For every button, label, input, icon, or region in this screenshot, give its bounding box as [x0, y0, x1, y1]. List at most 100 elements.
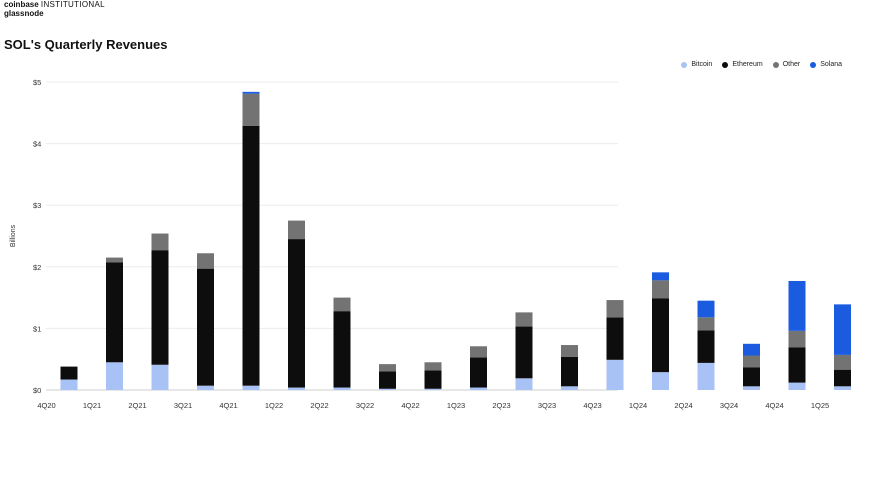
bar-bitcoin-4Q20: [60, 379, 78, 390]
bar-ethereum-2Q21: [151, 250, 169, 365]
legend-label-bitcoin: Bitcoin: [691, 61, 713, 68]
x-tick-label: 4Q20: [37, 401, 55, 410]
bar-other-1Q25: [834, 354, 851, 370]
bar-other-1Q21: [106, 257, 123, 263]
legend-item-bitcoin: Bitcoin: [681, 61, 712, 68]
bar-bitcoin-4Q24: [788, 382, 806, 390]
bar-other-4Q21: [242, 93, 260, 126]
bar-groups: [60, 91, 851, 390]
bar-other-1Q24: [652, 280, 669, 299]
x-tick-label: 1Q22: [265, 401, 283, 410]
bar-ethereum-3Q21: [197, 268, 214, 386]
bar-bitcoin-4Q22: [424, 388, 442, 390]
bar-stack-2Q23: [515, 312, 533, 390]
bar-solana-3Q24: [743, 343, 760, 356]
x-tick-label: 1Q21: [83, 401, 101, 410]
bar-stack-3Q23: [561, 345, 578, 390]
bar-ethereum-1Q23: [470, 357, 487, 388]
bar-bitcoin-2Q22: [333, 387, 351, 390]
y-axis-ticks: $0 $1 $2 $3 $4 $5: [33, 78, 41, 395]
bar-stack-3Q21: [197, 253, 214, 390]
x-tick-label: 4Q21: [219, 401, 237, 410]
y-tick-label: $0: [33, 386, 41, 395]
legend-label-other: Other: [782, 61, 801, 68]
bar-other-1Q22: [288, 220, 305, 240]
bar-other-4Q22: [424, 362, 442, 371]
bar-bitcoin-2Q24: [697, 362, 715, 390]
bar-stack-2Q24: [697, 300, 715, 390]
bar-ethereum-2Q22: [333, 311, 351, 388]
bar-bitcoin-4Q23: [606, 359, 624, 390]
bar-solana-4Q21: [242, 91, 260, 94]
bar-stack-4Q24: [788, 280, 806, 390]
bar-solana-4Q24: [788, 280, 806, 331]
legend-swatch-bitcoin: [681, 61, 688, 68]
x-tick-label: 2Q24: [674, 401, 692, 410]
legend-label-ethereum: Ethereum: [732, 61, 763, 68]
bar-stack-4Q23: [606, 300, 624, 390]
bar-stack-1Q23: [470, 346, 487, 390]
x-tick-label: 4Q22: [401, 401, 419, 410]
x-tick-label: 3Q22: [356, 401, 374, 410]
bar-ethereum-3Q22: [379, 371, 396, 389]
bar-other-2Q23: [515, 312, 533, 327]
bar-ethereum-4Q24: [788, 347, 806, 383]
bar-other-3Q23: [561, 345, 578, 357]
bar-stack-4Q22: [424, 362, 442, 390]
brand-coinbase: coinbase: [4, 0, 39, 9]
bar-stack-2Q22: [333, 297, 351, 390]
bar-bitcoin-4Q21: [242, 385, 260, 390]
bar-stack-3Q22: [379, 364, 396, 390]
bar-ethereum-1Q25: [834, 369, 851, 387]
legend-label-solana: Solana: [820, 61, 842, 68]
bar-stack-1Q22: [288, 220, 305, 390]
brand-institutional: INSTITUTIONAL: [40, 0, 105, 9]
bar-ethereum-3Q23: [561, 356, 578, 387]
bar-stack-4Q20: [60, 366, 78, 390]
x-tick-label: 2Q22: [310, 401, 328, 410]
chart-legend: Bitcoin Ethereum Other Solana: [681, 61, 842, 68]
bar-other-2Q21: [151, 233, 169, 251]
x-axis-ticks: 4Q20 1Q21 2Q21 3Q21 4Q21 1Q22 2Q22 3Q22 4Q22 1Q23…: [37, 401, 829, 410]
x-tick-label: 1Q24: [629, 401, 647, 410]
legend-item-other: Other: [772, 61, 801, 68]
bar-ethereum-4Q23: [606, 317, 624, 360]
bar-ethereum-4Q20: [60, 366, 78, 380]
x-tick-label: 4Q24: [765, 401, 783, 410]
bar-other-1Q23: [470, 346, 487, 358]
bar-ethereum-1Q22: [288, 239, 305, 388]
bar-stack-2Q21: [151, 233, 169, 390]
bar-stack-4Q21: [242, 91, 260, 390]
y-tick-label: $2: [33, 263, 41, 272]
x-tick-label: 3Q24: [720, 401, 738, 410]
y-axis-label: Billions: [10, 224, 17, 247]
bar-other-2Q22: [333, 297, 351, 312]
bar-ethereum-1Q24: [652, 298, 669, 373]
chart-title: SOL's Quarterly Revenues: [4, 37, 168, 52]
bar-other-3Q22: [379, 364, 396, 372]
bar-bitcoin-3Q23: [561, 386, 578, 390]
bar-bitcoin-2Q21: [151, 364, 169, 390]
brand-glassnode: glassnode: [4, 9, 44, 18]
bar-bitcoin-1Q23: [470, 387, 487, 390]
x-tick-label: 3Q21: [174, 401, 192, 410]
bar-solana-1Q25: [834, 304, 851, 355]
bar-solana-1Q24: [652, 272, 669, 281]
bar-solana-2Q24: [697, 300, 715, 318]
legend-swatch-other: [772, 61, 779, 68]
bar-stack-1Q21: [106, 257, 123, 390]
bar-other-4Q23: [606, 300, 624, 318]
bar-ethereum-2Q24: [697, 330, 715, 363]
bar-stack-1Q24: [652, 272, 669, 390]
bar-stack-1Q25: [834, 304, 851, 390]
x-tick-label: 1Q25: [811, 401, 829, 410]
legend-swatch-solana: [810, 61, 817, 68]
bar-bitcoin-1Q24: [652, 372, 669, 390]
y-tick-label: $3: [33, 201, 41, 210]
bar-other-4Q24: [788, 330, 806, 348]
bar-stack-3Q24: [743, 343, 760, 390]
x-tick-label: 3Q23: [538, 401, 556, 410]
legend-item-ethereum: Ethereum: [722, 61, 763, 68]
bar-bitcoin-3Q24: [743, 386, 760, 390]
